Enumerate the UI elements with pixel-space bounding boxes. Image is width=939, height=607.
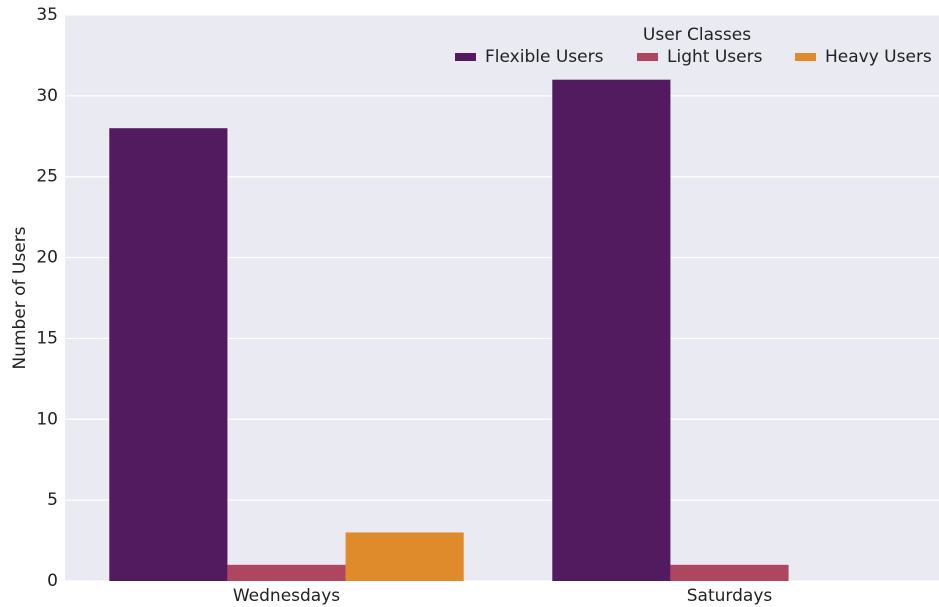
bar [552, 79, 671, 581]
y-tick-label: 5 [47, 490, 58, 510]
y-tick-label: 30 [36, 86, 58, 106]
legend-label: Light Users [667, 47, 763, 67]
x-tick-label: Saturdays [687, 586, 773, 606]
bars [109, 79, 789, 581]
y-tick-label: 10 [36, 409, 58, 429]
legend-swatch [455, 53, 476, 61]
legend-label: Flexible Users [485, 47, 604, 67]
legend-title: User Classes [643, 25, 751, 45]
bar [227, 564, 346, 581]
y-tick-label: 25 [36, 167, 58, 187]
bar [109, 128, 228, 581]
x-tick-label: Wednesdays [233, 586, 340, 606]
legend-label: Heavy Users [825, 47, 932, 67]
legend-swatch [637, 53, 658, 61]
y-axis-label: Number of Users [10, 226, 30, 369]
legend-swatch [795, 53, 816, 61]
y-tick-label: 15 [36, 328, 58, 348]
y-tick-label: 0 [47, 571, 58, 591]
y-tick-label: 35 [36, 5, 58, 25]
bar [670, 564, 789, 581]
bar [345, 532, 464, 581]
y-tick-label: 20 [36, 248, 58, 268]
